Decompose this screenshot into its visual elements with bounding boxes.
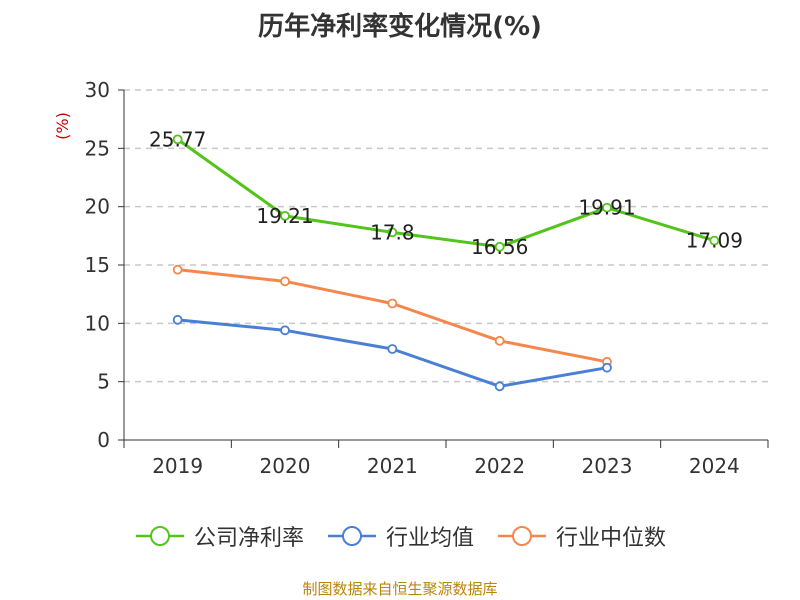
data-point [494, 241, 505, 252]
legend-item[interactable]: 公司净利率 [134, 520, 304, 552]
y-tick-label: 15 [85, 253, 110, 277]
data-point [280, 325, 290, 336]
legend-item[interactable]: 行业中位数 [496, 520, 666, 552]
data-point [387, 298, 398, 309]
data-point [602, 202, 612, 213]
legend-label: 行业均值 [385, 526, 474, 551]
x-tick-label: 2021 [367, 454, 418, 478]
data-point [602, 362, 612, 373]
y-tick-label: 25 [85, 136, 110, 160]
data-label: 19.21 [256, 204, 313, 228]
line-chart: 0 5 10 15 20 25 30 2019 2020 2021 2022 2023 2024 (%) 2… [53, 78, 769, 478]
legend-item[interactable]: 行业均值 [326, 520, 474, 552]
legend-marker-icon [498, 526, 546, 546]
data-point [172, 134, 183, 145]
x-tick-label: 2024 [689, 454, 740, 478]
data-point [709, 235, 720, 246]
data-point [387, 344, 398, 354]
y-tick-label: 30 [85, 78, 110, 102]
series-line [176, 138, 715, 249]
chart-title: 历年净利率变化情况(%) [258, 12, 542, 42]
data-label: 19.91 [578, 196, 635, 220]
data-label: 17.09 [686, 229, 743, 253]
data-point [280, 276, 290, 287]
data-point [494, 381, 505, 392]
legend-label: 行业中位数 [556, 526, 667, 551]
y-tick-label: 10 [85, 311, 110, 335]
legend-label: 公司净利率 [193, 526, 304, 551]
x-tick-label: 2022 [474, 454, 525, 478]
data-label: 16.56 [471, 235, 528, 259]
data-point [280, 210, 290, 221]
y-tick-label: 20 [85, 195, 110, 219]
data-label: 17.8 [370, 220, 415, 244]
x-tick-label: 2020 [260, 454, 311, 478]
x-tick-label: 2023 [582, 454, 633, 478]
x-tick-label: 2019 [152, 454, 203, 478]
legend: 公司净利率 行业均值 行业中位数 [0, 520, 800, 552]
source-note: 制图数据来自恒生聚源数据库 [302, 580, 498, 598]
data-point [172, 264, 183, 275]
data-point [172, 314, 183, 325]
legend-marker-icon [135, 526, 184, 546]
y-axis-label: (%) [53, 112, 72, 140]
legend-marker-icon [327, 526, 376, 546]
y-tick-label: 5 [97, 370, 110, 394]
data-label: 25.77 [149, 127, 206, 151]
y-tick-label: 0 [97, 428, 110, 452]
data-point [494, 335, 505, 346]
data-point [387, 227, 398, 238]
